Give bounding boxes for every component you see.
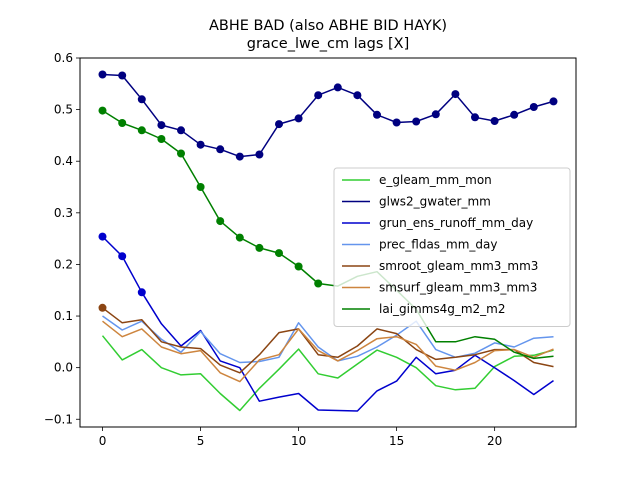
x-tick-label: 10 [291, 434, 306, 448]
chart-title: ABHE BAD (also ABHE BID HAYK) [209, 18, 447, 34]
data-point-grun_ens_runoff_mm_day-0 [98, 232, 107, 241]
data-point-glws2_gwater_mm-12 [333, 83, 342, 92]
data-point-lai_gimms4g_m2_m2-0 [98, 106, 107, 115]
y-tick-label: 0.6 [54, 51, 73, 65]
data-point-glws2_gwater_mm-4 [177, 126, 185, 135]
data-point-grun_ens_runoff_mm_day-2 [137, 288, 146, 297]
y-tick-label: 0.2 [54, 257, 73, 271]
plot-frame [79, 57, 577, 428]
data-point-glws2_gwater_mm-17 [431, 110, 440, 119]
data-point-glws2_gwater_mm-3 [157, 121, 166, 130]
data-point-glws2_gwater_mm-20 [490, 117, 499, 125]
legend-label-glws2_gwater_mm: glws2_gwater_mm [379, 195, 491, 209]
data-point-lai_gimms4g_m2_m2-6 [216, 217, 225, 226]
y-tick-label: 0.4 [54, 154, 73, 168]
data-point-glws2_gwater_mm-9 [275, 120, 283, 129]
data-point-glws2_gwater_mm-7 [235, 152, 244, 161]
legend: e_gleam_mm_mon glws2_gwater_mm grun_ens_ru… [333, 167, 571, 327]
series-layer [98, 70, 558, 412]
data-point-lai_gimms4g_m2_m2-3 [157, 135, 166, 143]
data-point-lai_gimms4g_m2_m2-7 [235, 233, 244, 242]
data-point-lai_gimms4g_m2_m2-10 [294, 262, 303, 271]
axis-ticks: 0 5 10 15 20 −0.1 0.0 0.1 0.2 0.3 0.4 0.5 0.6 [44, 51, 502, 448]
data-point-glws2_gwater_mm-0 [98, 70, 107, 79]
legend-label-lai_gimms4g_m2_m2: lai_gimms4g_m2_m2 [379, 302, 506, 316]
data-point-glws2_gwater_mm-5 [196, 140, 205, 149]
x-tick-label: 5 [197, 434, 205, 448]
series-line-prec_fldas_mm_day [102, 315, 554, 364]
data-point-grun_ens_runoff_mm_day-1 [118, 252, 127, 261]
x-tick-label: 15 [389, 434, 404, 448]
data-point-lai_gimms4g_m2_m2-1 [118, 119, 127, 127]
y-tick-label: 0.5 [54, 103, 73, 117]
data-point-glws2_gwater_mm-23 [549, 97, 558, 106]
data-point-lai_gimms4g_m2_m2-8 [255, 243, 264, 252]
legend-label-e_gleam_mm_mon: e_gleam_mm_mon [379, 173, 492, 187]
x-tick-label: 20 [487, 434, 502, 448]
data-point-lai_gimms4g_m2_m2-2 [137, 126, 146, 135]
data-point-glws2_gwater_mm-22 [529, 103, 538, 111]
data-point-glws2_gwater_mm-15 [392, 118, 401, 127]
legend-box [333, 167, 571, 327]
data-point-glws2_gwater_mm-18 [451, 90, 460, 99]
series-line-lai_gimms4g_m2_m2 [102, 109, 554, 360]
data-point-glws2_gwater_mm-11 [314, 91, 323, 100]
series-line-grun_ens_runoff_mm_day [101, 236, 554, 412]
series-line-smsurf_gleam_mm3_mm3 [102, 320, 554, 383]
data-point-glws2_gwater_mm-13 [353, 91, 362, 100]
data-point-glws2_gwater_mm-6 [216, 145, 225, 154]
y-tick-label: 0.1 [54, 309, 73, 323]
legend-label-smroot_gleam_mm3_mm3: smroot_gleam_mm3_mm3 [379, 259, 538, 273]
data-point-glws2_gwater_mm-19 [471, 113, 479, 122]
y-tick-label: 0.3 [54, 206, 73, 220]
y-tick-label: −0.1 [44, 412, 73, 426]
data-point-lai_gimms4g_m2_m2-11 [314, 279, 323, 288]
data-point-lai_gimms4g_m2_m2-5 [196, 183, 205, 191]
data-point-glws2_gwater_mm-1 [118, 71, 127, 80]
legend-label-smsurf_gleam_mm3_mm3: smsurf_gleam_mm3_mm3 [379, 281, 537, 295]
legend-label-prec_fldas_mm_day: prec_fldas_mm_day [379, 238, 498, 252]
data-point-lai_gimms4g_m2_m2-9 [275, 249, 283, 258]
y-tick-label: 0.0 [54, 361, 73, 375]
x-tick-label: 0 [99, 434, 107, 448]
series-line-e_gleam_mm_mon [101, 335, 554, 412]
legend-label-grun_ens_runoff_mm_day: grun_ens_runoff_mm_day [379, 216, 533, 230]
data-point-glws2_gwater_mm-2 [137, 95, 146, 104]
data-point-glws2_gwater_mm-16 [412, 117, 421, 126]
data-point-glws2_gwater_mm-14 [373, 110, 381, 119]
data-point-glws2_gwater_mm-10 [294, 114, 303, 123]
chart-subtitle: grace_lwe_cm lags [X] [247, 36, 410, 52]
data-point-glws2_gwater_mm-8 [255, 150, 264, 159]
data-point-smroot_gleam_mm3_mm3-0 [98, 303, 107, 312]
data-point-glws2_gwater_mm-21 [510, 110, 519, 119]
data-point-lai_gimms4g_m2_m2-4 [177, 149, 185, 158]
